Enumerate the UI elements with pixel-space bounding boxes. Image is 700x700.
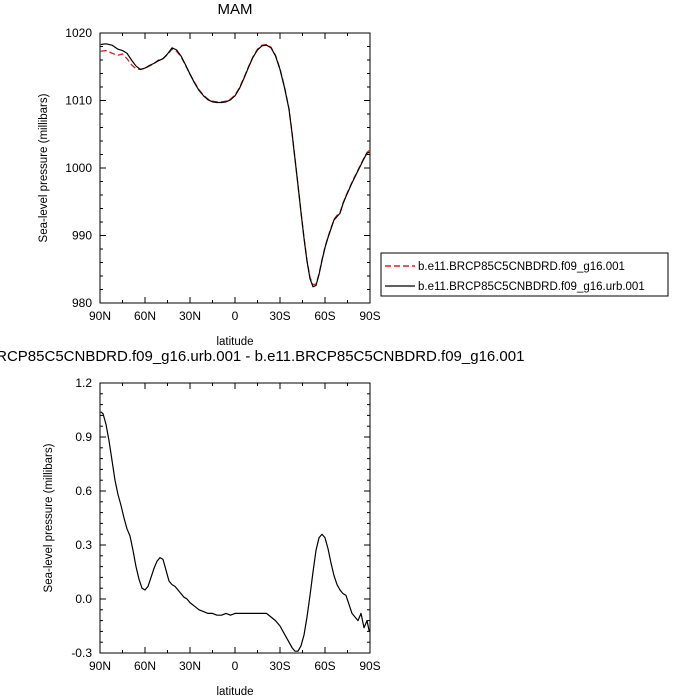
x-tick-label: 60S — [314, 659, 335, 673]
x-tick-label: 60N — [134, 659, 156, 673]
y-tick-label: 1020 — [65, 26, 92, 40]
x-tick-label: 30N — [179, 659, 201, 673]
x-tick-label: 0 — [232, 659, 239, 673]
y-tick-label: 1.2 — [75, 376, 92, 390]
legend-frame — [380, 252, 669, 297]
series-line-1 — [100, 43, 370, 286]
x-axis-label: latitude — [216, 336, 253, 348]
x-tick-label: 30N — [179, 309, 201, 323]
x-tick-label: 90S — [359, 309, 380, 323]
y-tick-label: 1000 — [65, 161, 92, 175]
y-tick-label: 0.9 — [75, 430, 92, 444]
x-axis-label: latitude — [216, 686, 253, 698]
x-tick-label: 60N — [134, 309, 156, 323]
legend-label-series-2: b.e11.BRCP85C5CNBDRD.f09_g16.urb.001 — [418, 281, 645, 293]
ticks-layer: 90N 60N 30N 0 30S 60S 90S -0.3 0.0 0.3 0.6 0.9 1.2 — [71, 376, 380, 673]
x-tick-label: 0 — [232, 309, 239, 323]
ticks-layer: 90N 60N 30N 0 30S 60S 90S 980 990 1000 1010 1020 — [65, 26, 380, 323]
y-tick-label: 0.6 — [75, 484, 92, 498]
x-tick-label: 30S — [269, 659, 290, 673]
sea-level-pressure-chart: MAM 90N 60N 30N 0 30S 60S 90S 980 990 1000 1010 102… — [38, 1, 669, 348]
legend-label-series-1: b.e11.BRCP85C5CNBDRD.f09_g16.001 — [418, 261, 625, 273]
x-tick-label: 60S — [314, 309, 335, 323]
legend: b.e11.BRCP85C5CNBDRD.f09_g16.001 b.e11.B… — [380, 252, 669, 297]
x-tick-label: 90N — [89, 659, 111, 673]
x-tick-label: 90S — [359, 659, 380, 673]
y-axis-label: Sea-level pressure (millibars) — [38, 93, 50, 242]
pressure-difference-chart: b.e11.BRCP85C5CNBDRD.f09_g16.urb.001 - b… — [0, 348, 524, 698]
series-layer — [100, 43, 370, 288]
chart-title: MAM — [218, 1, 253, 18]
y-tick-label: -0.3 — [71, 646, 92, 660]
y-tick-label: 990 — [72, 229, 92, 243]
series-line-1 — [100, 411, 370, 652]
series-layer — [100, 411, 370, 652]
x-tick-label: 30S — [269, 309, 290, 323]
plot-frame — [99, 32, 371, 304]
y-tick-label: 0.3 — [75, 538, 92, 552]
x-tick-label: 90N — [89, 309, 111, 323]
y-tick-label: 0.0 — [75, 592, 92, 606]
difference-chart-title: b.e11.BRCP85C5CNBDRD.f09_g16.urb.001 - b… — [0, 348, 524, 365]
y-tick-label: 1010 — [65, 94, 92, 108]
plot-frame — [99, 382, 371, 654]
y-tick-label: 980 — [72, 296, 92, 310]
y-axis-label: Sea-level pressure (millibars) — [43, 443, 55, 592]
series-line-2 — [100, 43, 370, 288]
